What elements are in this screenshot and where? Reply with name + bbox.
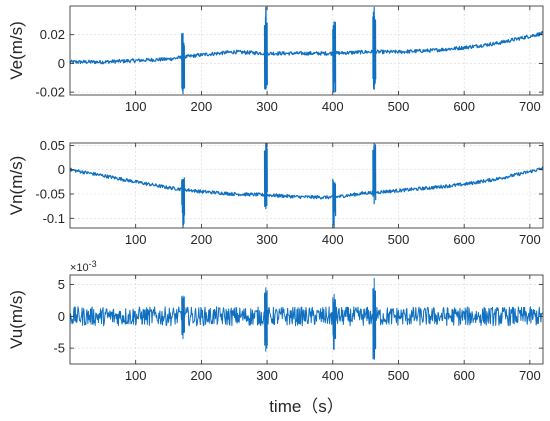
x-tick-label: 400 [322, 232, 344, 247]
x-tick-label: 700 [519, 232, 541, 247]
y-tick-label: 0.05 [40, 138, 65, 153]
x-tick-label: 400 [322, 99, 344, 114]
panel-1: 100 200 300 400 500 600 700 0.02 0 -0.02 Ve(m/s) [7, 5, 544, 114]
x-tick-label: 600 [453, 99, 475, 114]
y-axis-label: Vn(m/s) [7, 156, 26, 216]
y-tick-label: -0.05 [35, 187, 65, 202]
y-tick-label: 0 [58, 56, 65, 71]
x-tick-label: 200 [191, 232, 213, 247]
axes-frame [69, 142, 544, 229]
x-tick-label: 100 [125, 232, 147, 247]
x-axis-label: time（s） [269, 397, 344, 416]
x-tick-label: 500 [388, 99, 410, 114]
y-tick-label: 0 [58, 309, 65, 324]
series-1-line [70, 143, 543, 228]
y-axis-label: Vu(m/s) [7, 290, 26, 349]
axes-frame [69, 274, 544, 365]
x-tick-label: 100 [125, 99, 147, 114]
x-tick-label: 200 [191, 368, 213, 383]
x-tick-label: 600 [453, 368, 475, 383]
x-tick-label: 300 [256, 368, 278, 383]
x-tick-label: 100 [125, 368, 147, 383]
x-tick-label: 600 [453, 232, 475, 247]
y-tick-label: -5 [53, 341, 65, 356]
axes-frame [69, 5, 544, 96]
x-tick-label: 300 [256, 99, 278, 114]
x-tick-label: 200 [191, 99, 213, 114]
y-tick-label: 0 [58, 162, 65, 177]
series-1-line [70, 277, 543, 361]
x-tick-label: 400 [322, 368, 344, 383]
x-tick-label: 500 [388, 232, 410, 247]
x-tick-label: 300 [256, 232, 278, 247]
panel-2: 100 200 300 400 500 600 700 0.05 0 -0.05 -0.1 Vn(m/… [7, 138, 544, 247]
y-axis-exponent: ×10-3 [70, 259, 97, 274]
x-tick-label: 700 [519, 99, 541, 114]
series-1-line [70, 6, 543, 95]
x-tick-label: 500 [388, 368, 410, 383]
panel-3: 100 200 300 400 500 600 700 5 0 -5 Vu(m/s) ×10-3 tim… [7, 259, 544, 416]
y-axis-label: Ve(m/s) [7, 21, 26, 80]
y-tick-label: -0.02 [35, 85, 65, 100]
y-tick-label: -0.1 [43, 211, 65, 226]
x-tick-label: 700 [519, 368, 541, 383]
y-tick-label: 5 [58, 277, 65, 292]
y-tick-label: 0.02 [40, 27, 65, 42]
